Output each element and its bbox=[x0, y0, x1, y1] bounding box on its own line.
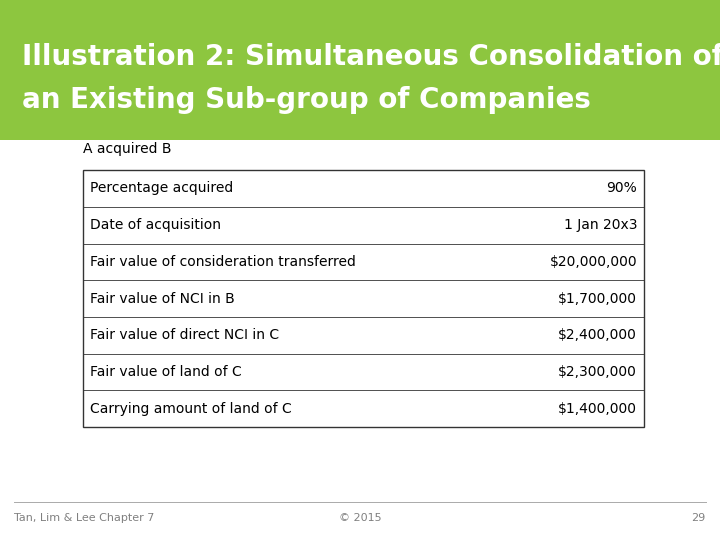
Text: © 2015: © 2015 bbox=[338, 514, 382, 523]
Text: Fair value of consideration transferred: Fair value of consideration transferred bbox=[90, 255, 356, 269]
Bar bbox=[83, 170, 644, 427]
Text: 1 Jan 20x3: 1 Jan 20x3 bbox=[564, 218, 637, 232]
Text: Date of acquisition: Date of acquisition bbox=[90, 218, 221, 232]
Text: Percentage acquired: Percentage acquired bbox=[90, 181, 233, 195]
Text: $20,000,000: $20,000,000 bbox=[549, 255, 637, 269]
Text: 29: 29 bbox=[691, 514, 706, 523]
Text: Fair value of land of C: Fair value of land of C bbox=[90, 365, 242, 379]
Text: an Existing Sub-group of Companies: an Existing Sub-group of Companies bbox=[22, 86, 590, 114]
Bar bbox=[0, 0, 720, 140]
Text: Fair value of NCI in B: Fair value of NCI in B bbox=[90, 292, 235, 306]
Text: $1,700,000: $1,700,000 bbox=[558, 292, 637, 306]
Text: Tan, Lim & Lee Chapter 7: Tan, Lim & Lee Chapter 7 bbox=[14, 514, 155, 523]
Bar bbox=[0, 140, 720, 540]
Text: $2,300,000: $2,300,000 bbox=[558, 365, 637, 379]
Text: $2,400,000: $2,400,000 bbox=[558, 328, 637, 342]
Text: Fair value of direct NCI in C: Fair value of direct NCI in C bbox=[90, 328, 279, 342]
Text: $1,400,000: $1,400,000 bbox=[558, 402, 637, 416]
Text: Illustration 2: Simultaneous Consolidation of: Illustration 2: Simultaneous Consolidati… bbox=[22, 43, 720, 71]
Text: A acquired B: A acquired B bbox=[83, 141, 171, 156]
Text: 90%: 90% bbox=[606, 181, 637, 195]
Text: Carrying amount of land of C: Carrying amount of land of C bbox=[90, 402, 292, 416]
